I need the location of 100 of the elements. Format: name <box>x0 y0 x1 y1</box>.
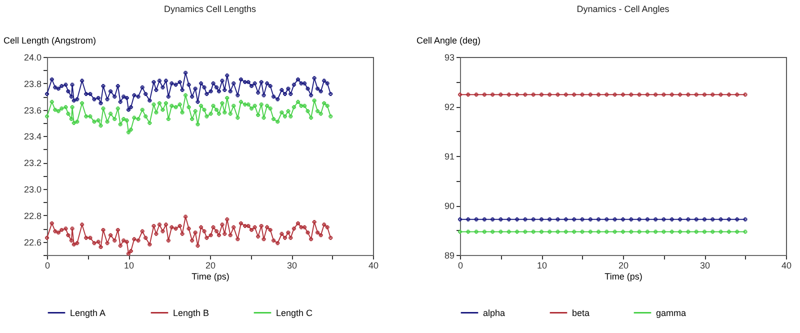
point <box>743 230 748 234</box>
point <box>548 92 552 97</box>
point <box>474 230 478 234</box>
point <box>588 217 592 222</box>
y-tick-label: 24.0 <box>24 52 42 62</box>
point <box>670 217 674 222</box>
point <box>523 92 528 97</box>
x-tick-label: 10 <box>536 260 548 270</box>
point <box>702 230 706 234</box>
point <box>726 92 731 97</box>
legend-label: gamma <box>656 308 686 318</box>
point <box>482 92 486 97</box>
x-tick-label: 30 <box>286 260 298 270</box>
y-axis-title: Cell Length (Angstrom) <box>4 36 96 46</box>
legend-label: Length A <box>70 308 106 318</box>
point <box>548 217 552 222</box>
point <box>458 92 462 97</box>
point <box>531 217 536 222</box>
point <box>523 217 528 222</box>
point <box>515 92 520 97</box>
point <box>702 92 706 97</box>
y-tick-label: 89 <box>444 250 454 260</box>
point <box>612 92 617 97</box>
point <box>629 92 634 97</box>
point <box>564 92 568 97</box>
point <box>556 92 560 97</box>
point <box>458 217 462 222</box>
point <box>670 230 674 234</box>
point <box>564 230 568 234</box>
point <box>506 217 511 222</box>
point <box>490 230 495 234</box>
point <box>482 217 486 222</box>
x-axis-title: Time (ps) <box>192 272 230 282</box>
point <box>540 217 544 222</box>
point <box>580 230 584 234</box>
point <box>604 92 609 97</box>
point <box>531 230 536 234</box>
point <box>654 230 658 234</box>
legend-label: Length C <box>276 308 314 318</box>
x-tick-label: 10 <box>124 260 134 270</box>
y-tick-label: 23.2 <box>24 158 42 168</box>
x-tick-label: 0 <box>458 260 464 270</box>
point <box>506 230 511 234</box>
legend-label: alpha <box>483 308 506 318</box>
point <box>710 230 715 234</box>
point <box>694 217 698 222</box>
point <box>718 230 723 234</box>
point <box>474 217 478 222</box>
y-tick-label: 93 <box>444 52 454 62</box>
y-tick-label: 23.8 <box>24 78 42 89</box>
point <box>726 230 731 234</box>
y-tick-label: 22.8 <box>24 210 42 221</box>
point <box>490 92 495 97</box>
point <box>523 230 528 234</box>
x-axis-title: Time (ps) <box>604 272 642 282</box>
point <box>540 92 544 97</box>
point <box>637 230 642 234</box>
point <box>621 217 625 222</box>
point <box>548 230 552 234</box>
x-tick-label: 20 <box>205 260 216 270</box>
point <box>515 217 520 222</box>
point <box>466 217 470 222</box>
point <box>694 230 698 234</box>
point <box>662 230 666 234</box>
point <box>678 217 682 222</box>
point <box>686 92 690 97</box>
point <box>572 230 576 234</box>
point <box>621 230 625 234</box>
point <box>466 230 470 234</box>
x-tick-label: 40 <box>781 260 792 270</box>
point <box>694 92 698 97</box>
point <box>580 217 584 222</box>
point <box>718 217 723 222</box>
point <box>702 217 706 222</box>
point <box>498 92 503 97</box>
x-tick-label: 20 <box>618 260 629 270</box>
point <box>678 92 682 97</box>
point <box>596 92 601 97</box>
y-tick-label: 92 <box>444 102 454 112</box>
point <box>637 217 642 222</box>
point <box>498 217 503 222</box>
point <box>515 230 520 234</box>
point <box>654 217 658 222</box>
point <box>662 217 666 222</box>
point <box>629 230 634 234</box>
legend-label: Length B <box>173 308 210 318</box>
point <box>482 230 486 234</box>
point <box>458 230 462 234</box>
point <box>735 230 740 234</box>
point <box>710 217 715 222</box>
point <box>572 92 576 97</box>
point <box>556 217 560 222</box>
point <box>612 230 617 234</box>
point <box>645 92 650 97</box>
point <box>621 92 625 97</box>
point <box>670 92 674 97</box>
point <box>718 92 723 97</box>
y-tick-label: 23.4 <box>24 132 42 142</box>
point <box>654 92 658 97</box>
point <box>490 217 495 222</box>
